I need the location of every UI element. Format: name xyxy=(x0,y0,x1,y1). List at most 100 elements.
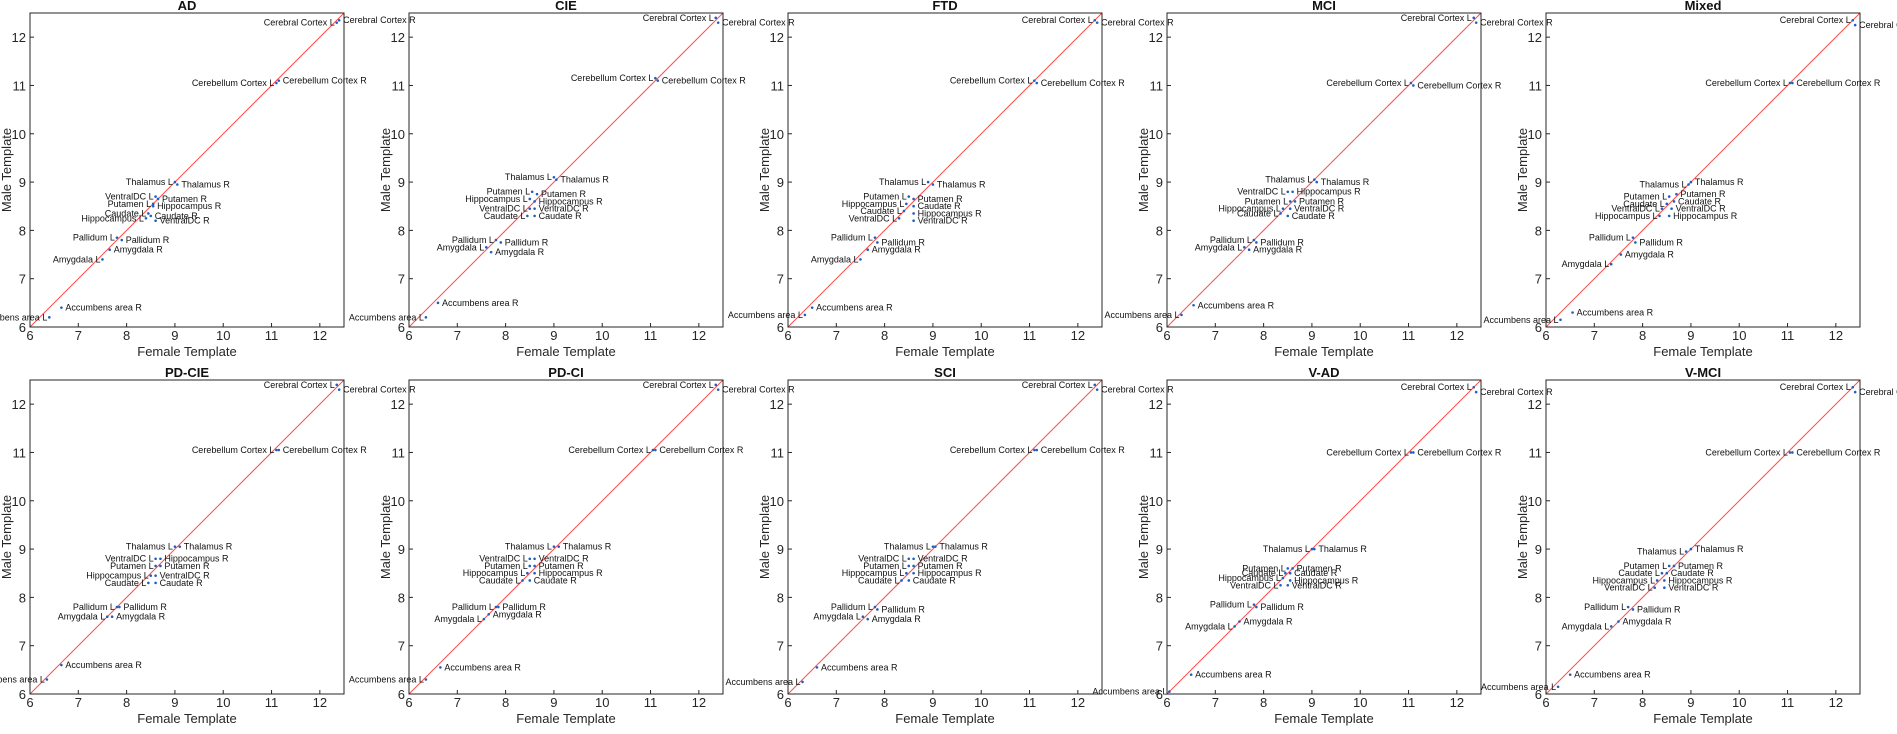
data-point xyxy=(526,214,529,218)
point-label: Pallidum R xyxy=(1637,604,1681,614)
data-point xyxy=(1788,451,1792,454)
x-axis-label: Female Template xyxy=(895,711,994,726)
point-label: Caudate R xyxy=(155,211,199,221)
data-point xyxy=(1284,571,1287,575)
data-point xyxy=(151,202,155,206)
point-label: Putamen L xyxy=(1624,192,1668,202)
point-label: Putamen R xyxy=(162,194,208,204)
data-point xyxy=(1313,547,1316,551)
data-point xyxy=(912,219,915,223)
panel-title: CIE xyxy=(555,0,577,13)
y-tick-label: 7 xyxy=(19,639,26,654)
data-point xyxy=(144,217,148,220)
data-point xyxy=(1033,79,1036,82)
point-label: Putamen L xyxy=(1245,196,1289,206)
point-label: Hippocampus R xyxy=(918,568,983,578)
data-point xyxy=(335,21,339,24)
point-label: Thalamus R xyxy=(1318,544,1367,554)
point-label: Caudate L xyxy=(1623,199,1665,209)
point-label: Putamen L xyxy=(108,199,152,209)
data-point xyxy=(714,16,718,20)
point-label: VentralDC R xyxy=(539,204,590,214)
data-point xyxy=(907,579,911,582)
x-tick-label: 7 xyxy=(454,328,461,343)
point-label: Cerebellum Cortex L xyxy=(1705,78,1788,88)
point-label: Caudate R xyxy=(539,211,583,221)
data-point xyxy=(866,617,870,621)
data-point xyxy=(1853,23,1857,27)
data-point xyxy=(118,605,121,609)
data-point xyxy=(1412,84,1415,87)
point-label: Amygdala R xyxy=(872,614,922,624)
x-axis-label: Female Template xyxy=(1274,344,1373,359)
identity-line xyxy=(29,12,345,328)
data-point xyxy=(1252,238,1256,242)
point-label: Cerebral Cortex L xyxy=(1401,13,1472,23)
x-tick-label: 6 xyxy=(784,328,791,343)
y-tick-label: 10 xyxy=(1149,494,1163,509)
y-tick-label: 7 xyxy=(777,272,784,287)
data-point xyxy=(1559,318,1562,322)
point-label: Caudate R xyxy=(918,201,962,211)
point-label: Putamen R xyxy=(1299,196,1345,206)
scatter-panel: PD-CI 6 7 8 9 10 11 12 6 7 8 9 10 11 12 Female Template… xyxy=(349,365,795,726)
point-label: VentralDC L xyxy=(1237,187,1286,197)
point-label: VentralDC L xyxy=(105,554,154,564)
data-point xyxy=(1255,241,1258,244)
point-label: Caudate L xyxy=(858,575,900,585)
point-label: Putamen R xyxy=(541,189,587,199)
y-tick-label: 9 xyxy=(398,175,405,190)
x-tick-label: 12 xyxy=(692,328,706,343)
point-label: Thalamus L xyxy=(126,542,173,552)
data-point xyxy=(907,564,911,568)
point-label: Caudate L xyxy=(484,211,526,221)
panel-title: MCI xyxy=(1312,0,1336,13)
y-tick-label: 6 xyxy=(1535,687,1542,702)
data-point xyxy=(154,574,157,577)
data-point xyxy=(861,615,865,619)
y-tick-label: 8 xyxy=(1535,223,1542,238)
point-label: Hippocampus L xyxy=(842,568,905,578)
point-label: Cerebral Cortex R xyxy=(1480,387,1553,397)
data-point xyxy=(714,383,718,387)
x-tick-label: 10 xyxy=(1732,328,1746,343)
panel-title: FTD xyxy=(932,0,957,13)
panel-title: SCI xyxy=(934,365,956,380)
point-label: Accumbens area L xyxy=(1104,310,1179,320)
data-point xyxy=(1315,180,1319,184)
data-point xyxy=(1242,245,1246,249)
point-label: Caudate R xyxy=(160,578,204,588)
x-tick-label: 6 xyxy=(1163,695,1170,710)
data-point xyxy=(526,571,529,575)
x-tick-label: 12 xyxy=(1071,695,1085,710)
point-label: VentralDC L xyxy=(1604,583,1653,593)
point-label: Cerebral Cortex L xyxy=(1780,15,1851,25)
data-point xyxy=(154,219,157,223)
scatter-panel: MCI 6 7 8 9 10 11 12 6 7 8 9 10 11 12 Female Template Ma… xyxy=(1104,0,1553,359)
data-point xyxy=(1634,241,1637,244)
point-label: Cerebral Cortex R xyxy=(722,385,795,395)
x-tick-label: 6 xyxy=(26,328,33,343)
x-tick-label: 6 xyxy=(405,328,412,343)
point-label: Accumbens area L xyxy=(728,310,803,320)
point-label: Accumbens area R xyxy=(444,662,521,672)
y-tick-label: 10 xyxy=(1528,494,1542,509)
point-label: VentralDC L xyxy=(1611,204,1660,214)
point-label: Thalamus R xyxy=(1695,177,1744,187)
point-label: Amygdala L xyxy=(1562,621,1610,631)
point-label: Cerebellum Cortex L xyxy=(1705,447,1788,457)
x-axis-label: Female Template xyxy=(137,344,236,359)
x-tick-label: 11 xyxy=(1023,695,1037,710)
point-label: Thalamus L xyxy=(505,172,552,182)
scatter-panel: SCI 6 7 8 9 10 11 12 6 7 8 9 10 11 12 Female Template Ma… xyxy=(725,365,1174,726)
data-point xyxy=(1168,690,1171,693)
data-point xyxy=(1675,192,1678,196)
x-tick-label: 11 xyxy=(644,328,658,343)
point-label: Cerebellum Cortex L xyxy=(192,78,275,88)
point-label: Hippocampus R xyxy=(1294,575,1359,585)
point-label: Cerebellum Cortex R xyxy=(1417,80,1502,90)
data-point xyxy=(154,195,157,198)
point-label: Hippocampus R xyxy=(1673,211,1738,221)
point-label: Thalamus L xyxy=(1263,544,1310,554)
